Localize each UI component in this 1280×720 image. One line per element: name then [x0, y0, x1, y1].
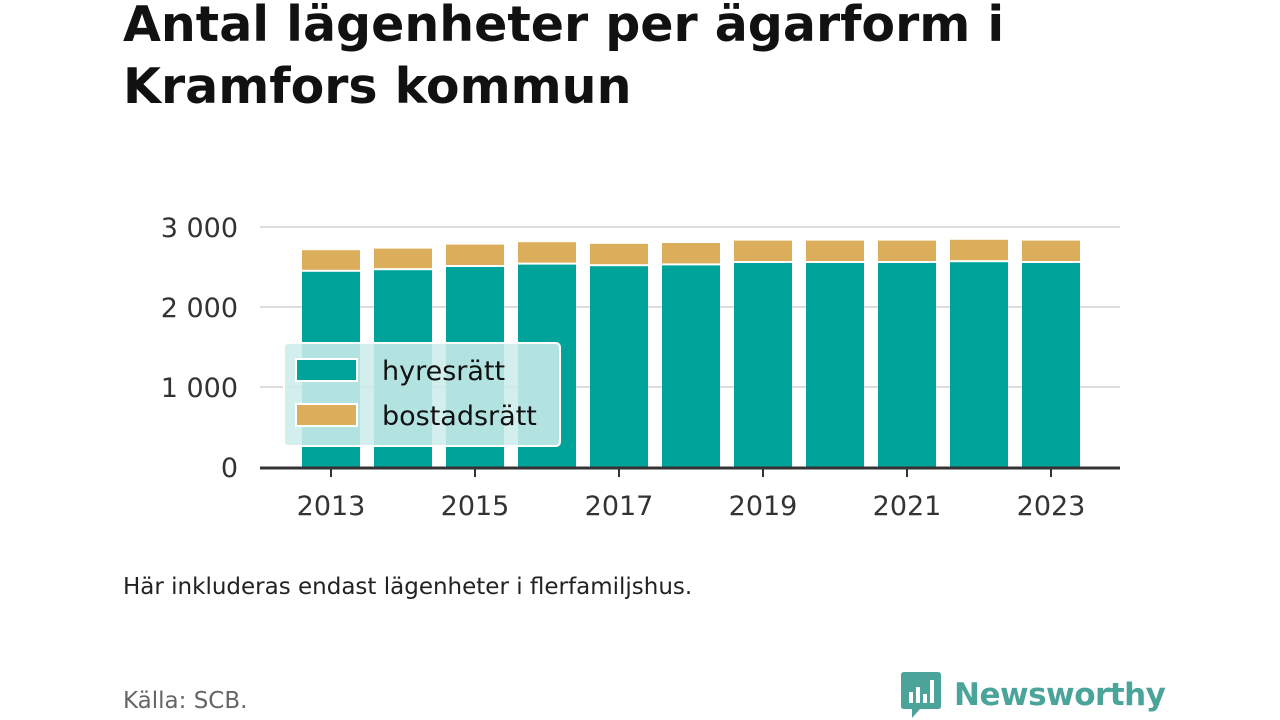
legend-label: hyresrätt: [382, 356, 505, 387]
x-tick-label: 2019: [729, 491, 798, 522]
y-tick-label: 2 000: [161, 293, 238, 324]
bar-hyresratt: [950, 262, 1008, 467]
bar-bostadsratt: [662, 243, 720, 264]
x-tick-label: 2015: [441, 491, 510, 522]
bar-bostadsratt: [878, 240, 936, 261]
x-tick-label: 2023: [1017, 491, 1086, 522]
chart-note: Här inkluderas endast lägenheter i flerf…: [123, 574, 693, 600]
y-tick-label: 0: [221, 453, 238, 484]
chart-title: Antal lägenheter per ägarform i Kramfors…: [123, 0, 1005, 115]
bar-bostadsratt: [518, 242, 576, 263]
bar-hyresratt: [1022, 263, 1080, 467]
legend-swatch: [295, 403, 358, 427]
x-ticks: 2013 2015 2017 2019 2021 2023: [297, 467, 1086, 522]
bar-bostadsratt: [446, 244, 504, 265]
bar-chart-speech-bubble-icon: [901, 672, 941, 718]
brand-logo: Newsworthy: [900, 670, 1166, 720]
bar-bostadsratt: [950, 239, 1008, 261]
y-tick-label: 1 000: [161, 373, 238, 404]
bar-bostadsratt: [590, 243, 648, 265]
x-tick-label: 2013: [297, 491, 366, 522]
bar-hyresratt: [806, 263, 864, 467]
bar-bostadsratt: [806, 240, 864, 261]
bar-hyresratt: [662, 265, 720, 467]
x-tick-label: 2017: [585, 491, 654, 522]
chart: 0 1 000 2 000 3 000 2013 2015 2017 2019 2021 202…: [161, 213, 1120, 522]
source-text: Källa: SCB.: [123, 688, 248, 714]
y-tick-label: 3 000: [161, 213, 238, 244]
y-tick-labels: 0 1 000 2 000 3 000: [161, 213, 238, 484]
legend: hyresrätt bostadsrätt: [283, 342, 561, 447]
brand-name: Newsworthy: [954, 677, 1166, 713]
bar-bostadsratt: [1022, 240, 1080, 261]
bar-bostadsratt: [374, 248, 432, 269]
bar-hyresratt: [590, 266, 648, 467]
bar-bostadsratt: [302, 250, 360, 270]
bar-hyresratt: [878, 263, 936, 467]
legend-swatch: [295, 358, 358, 382]
x-tick-label: 2021: [873, 491, 942, 522]
bar-hyresratt: [734, 263, 792, 467]
legend-label: bostadsrätt: [382, 401, 537, 432]
bar-bostadsratt: [734, 240, 792, 261]
